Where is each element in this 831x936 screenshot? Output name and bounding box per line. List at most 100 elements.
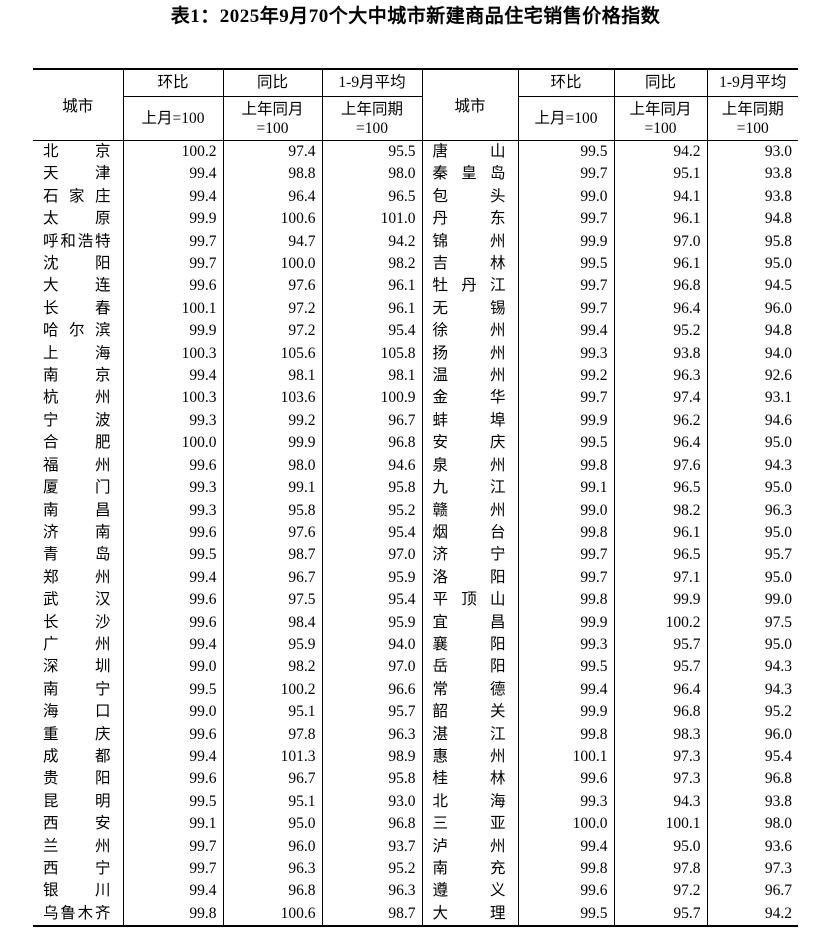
index-value-cell: 99.6 (123, 611, 224, 634)
header-yoy-right: 同比 (614, 69, 708, 97)
index-value-cell: 98.3 (614, 723, 708, 746)
index-value-cell: 95.7 (764, 546, 792, 564)
index-value-cell: 95.4 (322, 521, 423, 545)
index-value-cell: 99.7 (123, 835, 224, 858)
table-row: 上海 100.3 105.6 105.8 扬州 99.3 93.8 94.0 (33, 342, 798, 366)
city-name-cell: 成都 (33, 745, 124, 769)
index-value-cell: 100.0 (123, 432, 224, 455)
index-value-cell: 95.7 (614, 656, 708, 679)
city-name-cell: 海口 (33, 701, 124, 724)
city-name-cell: 西宁 (33, 858, 124, 881)
index-value-cell: 96.4 (223, 185, 323, 209)
index-value-cell: 100.1 (614, 813, 708, 836)
city-name-cell: 九江 (422, 477, 519, 500)
index-value-cell: 99.5 (518, 253, 615, 276)
table-header: 城市 环比 同比 1-9月平均 城市 环比 同比 1-9月平均 上月=100 上… (33, 69, 798, 141)
page-title: 表1：2025年9月70个大中城市新建商品住宅销售价格指数 (170, 6, 661, 27)
city-name-cell: 岳阳 (422, 656, 519, 679)
city-name-cell: 湛江 (422, 723, 519, 746)
table-row: 海口 99.0 95.1 95.7 韶关 99.9 96.8 95.2 (33, 701, 798, 724)
header-base-label: 上年同月 (241, 100, 304, 118)
index-value-cell: 99.3 (518, 633, 615, 657)
index-value-cell: 94.5 (764, 277, 792, 295)
index-value-cell: 99.7 (518, 297, 615, 321)
index-value-cell: 96.4 (614, 297, 708, 321)
index-value-cell: 96.5 (614, 544, 708, 567)
index-value-cell: 95.9 (322, 566, 423, 590)
index-value-cell: 96.3 (322, 723, 423, 746)
table-row: 贵阳 99.6 96.7 95.8 桂林 99.6 97.3 96.8 (33, 768, 798, 791)
header-mom-base-left: 上月=100 (123, 96, 224, 141)
index-value-cell: 96.1 (614, 253, 708, 276)
city-name-cell: 洛阳 (422, 566, 519, 590)
index-value-cell: 94.6 (764, 411, 792, 429)
index-value-cell: 95.9 (322, 611, 423, 634)
index-value-cell: 99.6 (123, 275, 224, 298)
table-row: 天津 99.4 98.8 98.0 秦皇岛 99.7 95.1 93.8 (33, 163, 798, 186)
index-value-cell: 99.5 (518, 140, 615, 164)
index-value-cell: 99.9 (518, 611, 615, 634)
index-value-cell: 94.1 (614, 185, 708, 209)
index-value-cell: 99.6 (123, 723, 224, 746)
index-value-cell: 97.8 (223, 723, 323, 746)
header-base-label: =100 (356, 119, 388, 137)
index-value-cell: 95.4 (764, 747, 792, 765)
city-name-cell: 武汉 (33, 589, 124, 612)
index-value-cell: 99.8 (518, 589, 615, 612)
index-value-cell: 99.4 (123, 880, 224, 903)
table-row: 沈阳 99.7 100.0 98.2 吉林 99.5 96.1 95.0 (33, 253, 798, 276)
index-value-cell: 97.5 (223, 589, 323, 612)
index-value-cell: 100.2 (223, 678, 323, 702)
city-name-cell: 天津 (33, 163, 124, 186)
index-value-cell: 95.4 (322, 320, 423, 343)
city-name-cell: 襄阳 (422, 633, 519, 657)
index-value-cell: 99.9 (123, 320, 224, 343)
table-body: 北京 100.2 97.4 95.5 唐山 99.5 94.2 93.0 天津 99.4 98.8 9… (33, 140, 798, 927)
index-value-cell: 99.0 (518, 185, 615, 209)
index-value-cell: 97.1 (614, 566, 708, 590)
index-value-cell: 99.7 (123, 230, 224, 254)
index-value-cell: 99.4 (123, 745, 224, 769)
index-value-cell: 96.1 (322, 275, 423, 298)
city-name-cell: 沈阳 (33, 253, 124, 276)
index-value-cell: 99.7 (123, 253, 224, 276)
city-name-cell: 泉州 (422, 454, 519, 478)
table-row: 西宁 99.7 96.3 95.2 南充 99.8 97.8 97.3 (33, 858, 798, 881)
index-value-cell: 99.7 (518, 544, 615, 567)
table-row: 昆明 99.5 95.1 93.0 北海 99.3 94.3 93.8 (33, 790, 798, 814)
index-value-cell: 97.4 (614, 387, 708, 410)
index-value-cell: 95.0 (764, 434, 792, 452)
header-base-label: 上年同月 (629, 100, 692, 118)
index-value-cell: 99.7 (518, 208, 615, 231)
index-value-cell: 95.0 (223, 813, 323, 836)
index-value-cell: 99.9 (518, 701, 615, 724)
index-value-cell: 98.2 (223, 656, 323, 679)
index-value-cell: 97.3 (614, 745, 708, 769)
index-value-cell: 99.3 (518, 342, 615, 366)
index-value-cell: 93.8 (764, 187, 792, 205)
index-value-cell: 96.7 (764, 882, 792, 900)
index-value-cell: 99.6 (123, 768, 224, 791)
index-value-cell: 98.0 (223, 454, 323, 478)
header-yoy-base-right: 上年同月 =100 (614, 96, 708, 141)
index-value-cell: 94.3 (764, 680, 792, 698)
index-value-cell: 99.9 (223, 432, 323, 455)
index-value-cell: 99.8 (518, 858, 615, 881)
index-value-cell: 93.1 (764, 389, 792, 407)
city-name-cell: 宜昌 (422, 611, 519, 634)
index-value-cell: 103.6 (223, 387, 323, 410)
table-row: 长春 100.1 97.2 96.1 无锡 99.7 96.4 96.0 (33, 297, 798, 321)
index-value-cell: 93.8 (614, 342, 708, 366)
header-city-left: 城市 (33, 69, 124, 141)
index-value-cell: 99.6 (518, 880, 615, 903)
index-value-cell: 93.0 (764, 143, 792, 160)
index-value-cell: 96.8 (322, 432, 423, 455)
index-value-cell: 99.5 (123, 790, 224, 814)
index-value-cell: 93.8 (764, 165, 792, 183)
index-value-cell: 96.8 (614, 701, 708, 724)
index-value-cell: 97.8 (614, 858, 708, 881)
city-name-cell: 太原 (33, 208, 124, 231)
city-name-cell: 徐州 (422, 320, 519, 343)
index-value-cell: 99.4 (123, 185, 224, 209)
index-value-cell: 96.0 (223, 835, 323, 858)
